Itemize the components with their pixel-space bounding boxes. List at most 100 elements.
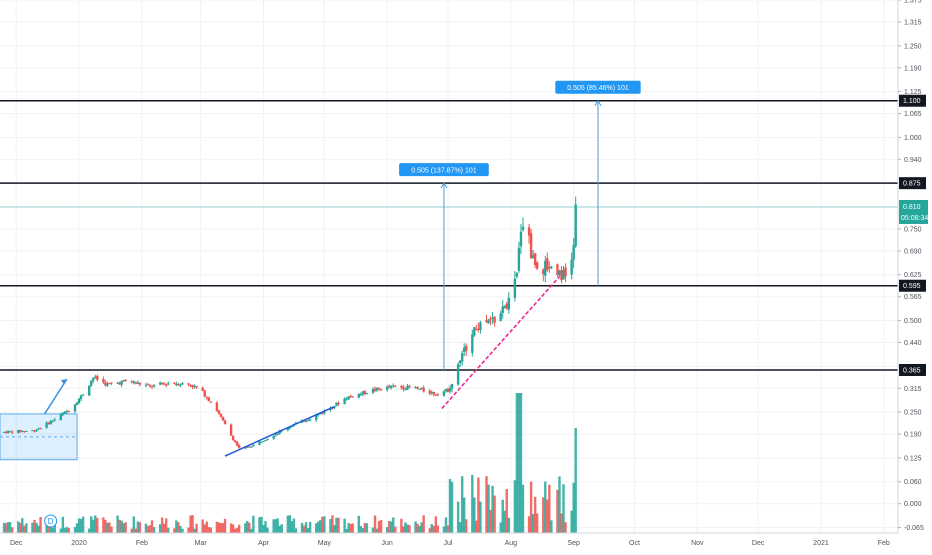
candle-body bbox=[414, 387, 417, 389]
volume-bar bbox=[144, 523, 148, 533]
time-tick-label: Oct bbox=[629, 540, 640, 547]
candle-body bbox=[61, 413, 65, 415]
measure-label-bg bbox=[399, 163, 489, 177]
volume-bar bbox=[205, 521, 208, 533]
candle-body bbox=[201, 387, 204, 391]
price-tick-label: 1.000 bbox=[904, 135, 922, 142]
volume-bar bbox=[108, 522, 111, 533]
level-price-label: 0.365 bbox=[903, 367, 921, 374]
candle-body bbox=[134, 382, 138, 384]
volume-bar bbox=[177, 522, 180, 533]
range-box-layer bbox=[0, 413, 78, 461]
price-tick-label: 1.190 bbox=[904, 65, 922, 72]
measure-label: 0.505 (85.46%) 101 bbox=[567, 85, 629, 92]
volume-bar bbox=[146, 526, 150, 533]
volume-bar bbox=[260, 516, 263, 533]
volume-bar bbox=[246, 520, 249, 533]
volume-bar bbox=[479, 501, 482, 533]
volume-bar bbox=[456, 501, 460, 533]
volume-bar bbox=[136, 521, 140, 533]
candle-body bbox=[65, 411, 69, 413]
volume-bar bbox=[357, 515, 360, 533]
candle-body bbox=[250, 446, 253, 448]
volume-bar bbox=[191, 515, 194, 533]
volume-bar bbox=[272, 519, 275, 533]
volume-bar bbox=[2, 522, 6, 533]
candle-body bbox=[560, 269, 563, 281]
candle-body bbox=[385, 386, 389, 390]
candle-body bbox=[45, 422, 48, 428]
trendline-arrowhead bbox=[60, 379, 67, 385]
volume-bar bbox=[458, 522, 462, 533]
volume-bar bbox=[138, 522, 142, 533]
volume-bar bbox=[323, 516, 326, 533]
volume-bar bbox=[102, 517, 105, 533]
volume-bar bbox=[560, 513, 563, 533]
volume-bar bbox=[556, 489, 559, 533]
volume-bar bbox=[90, 516, 93, 533]
level-price-tag bbox=[899, 363, 926, 376]
candle-body bbox=[304, 420, 308, 422]
volume-bar bbox=[408, 525, 411, 533]
volume-bar bbox=[471, 474, 474, 533]
candle-body bbox=[489, 318, 492, 320]
volume-bar bbox=[319, 520, 322, 533]
volume-bar bbox=[517, 393, 521, 533]
candle-body bbox=[122, 380, 125, 382]
volume-bar bbox=[4, 523, 8, 533]
price-tick-label: 0.500 bbox=[904, 318, 922, 325]
measure-label-bg bbox=[555, 80, 641, 94]
volume-bar bbox=[535, 513, 539, 533]
volume-bar bbox=[231, 524, 235, 533]
volume-bar bbox=[463, 497, 466, 533]
level-price-label: 0.875 bbox=[903, 181, 921, 188]
candle-body bbox=[160, 382, 164, 384]
volume-bar bbox=[235, 527, 239, 533]
time-tick-label: Feb bbox=[136, 540, 148, 547]
candle-body bbox=[51, 420, 54, 422]
volume-bar bbox=[248, 522, 251, 533]
candle-body bbox=[394, 385, 397, 387]
volume-bar bbox=[244, 523, 247, 533]
countdown-label: 05:08:34 bbox=[901, 215, 928, 222]
candle-body bbox=[544, 260, 547, 276]
candle-body bbox=[274, 434, 277, 436]
time-tick-label: Dec bbox=[10, 540, 23, 547]
candle-body bbox=[531, 255, 535, 258]
volume-bar bbox=[229, 523, 233, 533]
candle-body bbox=[19, 429, 22, 432]
candle-body bbox=[505, 303, 508, 309]
candle-body bbox=[193, 385, 196, 387]
volume-bar bbox=[448, 479, 452, 533]
candle-body bbox=[434, 394, 438, 396]
candle-body bbox=[203, 390, 206, 397]
candle-body bbox=[475, 329, 478, 331]
volume-bar bbox=[67, 528, 71, 533]
volume-bar bbox=[416, 523, 419, 533]
volume-bar bbox=[252, 515, 255, 533]
volume-bar bbox=[94, 515, 97, 533]
candle-body bbox=[517, 247, 521, 271]
volume-bar bbox=[434, 516, 438, 533]
candle-body bbox=[388, 386, 391, 388]
candles-layer bbox=[2, 196, 577, 450]
volume-bar bbox=[418, 526, 421, 533]
volume-bar bbox=[544, 481, 547, 533]
candle-body bbox=[306, 420, 310, 422]
candle-body bbox=[562, 269, 565, 280]
candle-body bbox=[463, 347, 466, 352]
drawings-layer: 0.505 (137.87%) 101 0.505 (85.46%) 101 D bbox=[43, 80, 641, 528]
candle-body bbox=[550, 266, 553, 269]
volume-bar bbox=[531, 513, 535, 533]
volume-bar bbox=[25, 523, 28, 533]
volume-bar bbox=[406, 524, 409, 533]
volume-bar bbox=[379, 520, 383, 533]
volume-bar bbox=[333, 525, 336, 533]
volume-bar bbox=[515, 393, 519, 533]
candle-body bbox=[416, 386, 419, 389]
candle-body bbox=[351, 396, 354, 398]
volume-bar bbox=[237, 524, 241, 533]
price-tick-label: 0.250 bbox=[904, 410, 922, 417]
